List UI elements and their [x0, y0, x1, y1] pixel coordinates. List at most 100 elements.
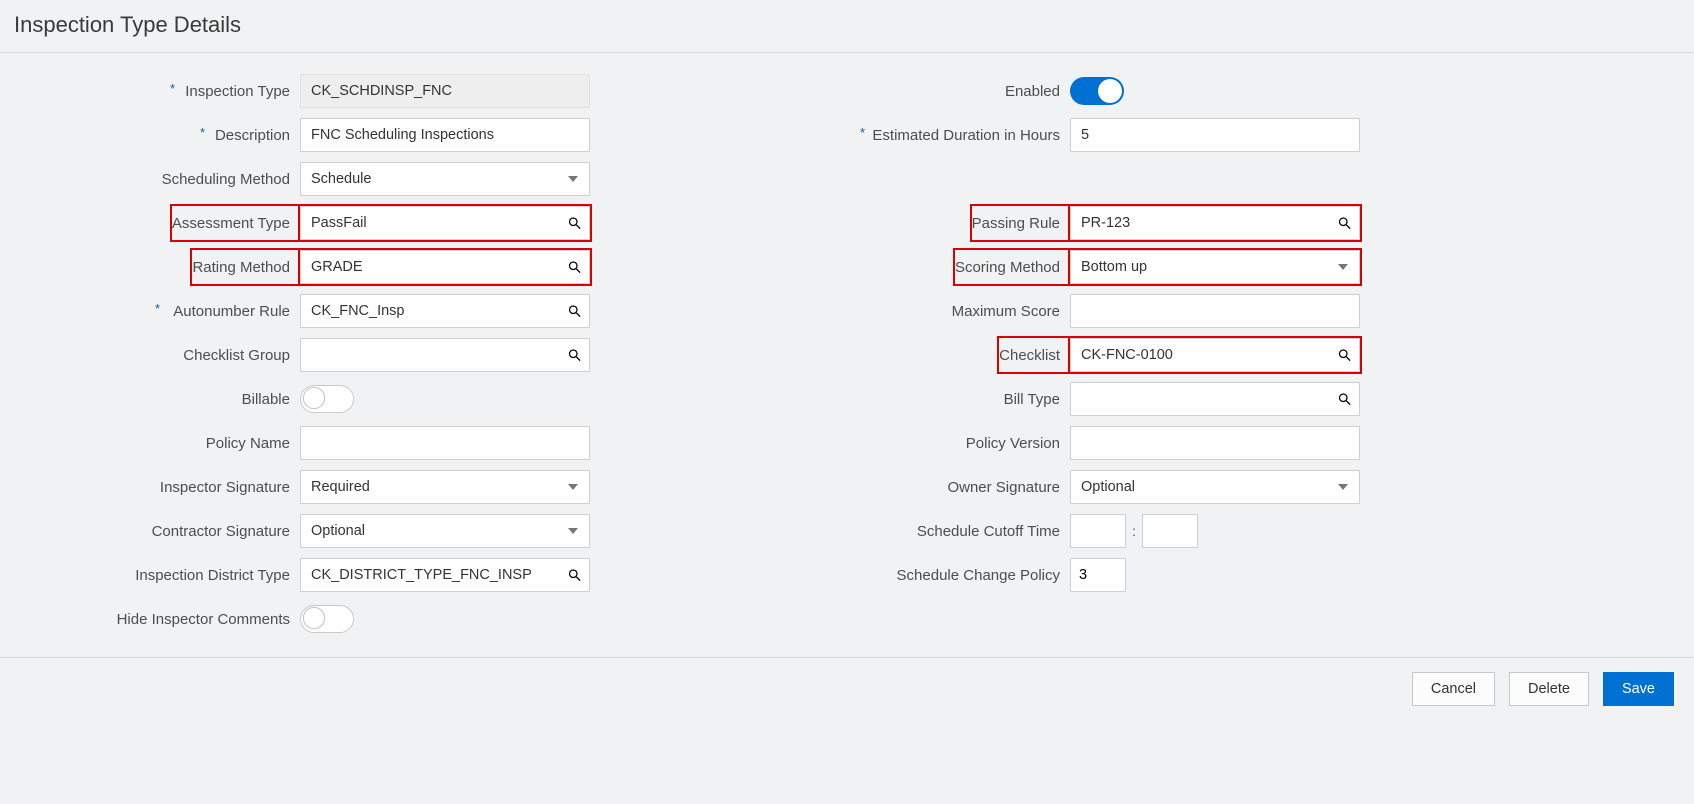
label-assessment-type: Assessment Type	[172, 215, 290, 232]
schedule-cutoff-mm-input[interactable]	[1142, 514, 1198, 548]
scoring-method-select[interactable]	[1070, 250, 1360, 284]
label-policy-name: Policy Name	[60, 435, 300, 452]
save-button[interactable]: Save	[1603, 672, 1674, 706]
field-rating-method	[300, 250, 590, 284]
row-inspector-signature: Inspector Signature	[60, 469, 590, 505]
row-maximum-score: Maximum Score	[830, 293, 1360, 329]
assessment-type-input[interactable]	[300, 206, 590, 240]
contractor-signature-select[interactable]	[300, 514, 590, 548]
row-owner-signature: Owner Signature	[830, 469, 1360, 505]
caret-down-icon[interactable]	[1338, 484, 1348, 490]
row-estimated-duration: Estimated Duration in Hours	[830, 117, 1360, 153]
bill-type-input[interactable]	[1070, 382, 1360, 416]
field-autonumber-rule	[300, 294, 590, 328]
billable-toggle[interactable]	[300, 385, 354, 413]
scheduling-method-select[interactable]	[300, 162, 590, 196]
field-description	[300, 118, 590, 152]
search-icon[interactable]	[567, 260, 582, 275]
row-description: Description	[60, 117, 590, 153]
search-icon[interactable]	[567, 348, 582, 363]
rating-method-input[interactable]	[300, 250, 590, 284]
checklist-input[interactable]	[1070, 338, 1360, 372]
label-passing-rule: Passing Rule	[972, 215, 1060, 232]
row-enabled: Enabled	[830, 73, 1360, 109]
caret-down-icon[interactable]	[568, 484, 578, 490]
schedule-cutoff-hh-input[interactable]	[1070, 514, 1126, 548]
label-schedule-cutoff-time: Schedule Cutoff Time	[830, 523, 1070, 540]
inspector-signature-select[interactable]	[300, 470, 590, 504]
field-policy-name	[300, 426, 590, 460]
policy-name-input[interactable]	[300, 426, 590, 460]
passing-rule-input[interactable]	[1070, 206, 1360, 240]
label-autonumber-rule: Autonumber Rule	[60, 303, 300, 320]
row-policy-version: Policy Version	[830, 425, 1360, 461]
field-checklist	[1070, 338, 1360, 372]
search-icon[interactable]	[567, 304, 582, 319]
row-bill-type: Bill Type	[830, 381, 1360, 417]
estimated-duration-input[interactable]	[1070, 118, 1360, 152]
description-input[interactable]	[300, 118, 590, 152]
schedule-change-policy-input[interactable]	[1070, 558, 1126, 592]
field-passing-rule	[1070, 206, 1360, 240]
field-hide-inspector-comments	[300, 605, 590, 633]
label-billable: Billable	[60, 391, 300, 408]
field-contractor-signature	[300, 514, 590, 548]
row-scheduling-method: Scheduling Method	[60, 161, 590, 197]
label-enabled: Enabled	[830, 83, 1070, 100]
search-icon[interactable]	[1337, 348, 1352, 363]
maximum-score-input[interactable]	[1070, 294, 1360, 328]
policy-version-input[interactable]	[1070, 426, 1360, 460]
cancel-button[interactable]: Cancel	[1412, 672, 1495, 706]
left-column: Inspection Type CK_SCHDINSP_FNC Descript…	[60, 73, 590, 637]
row-schedule-change-policy: Schedule Change Policy	[830, 557, 1360, 593]
row-policy-name: Policy Name	[60, 425, 590, 461]
label-schedule-change-policy: Schedule Change Policy	[830, 567, 1070, 584]
label-policy-version: Policy Version	[830, 435, 1070, 452]
search-icon[interactable]	[1337, 392, 1352, 407]
label-scheduling-method: Scheduling Method	[60, 171, 300, 188]
autonumber-rule-input[interactable]	[300, 294, 590, 328]
field-bill-type	[1070, 382, 1360, 416]
row-billable: Billable	[60, 381, 590, 417]
row-scoring-method: Scoring Method	[830, 249, 1360, 285]
caret-down-icon[interactable]	[1338, 264, 1348, 270]
time-separator: :	[1132, 523, 1136, 539]
field-checklist-group	[300, 338, 590, 372]
delete-button[interactable]: Delete	[1509, 672, 1589, 706]
field-billable	[300, 385, 590, 413]
field-assessment-type	[300, 206, 590, 240]
inspection-type-value: CK_SCHDINSP_FNC	[300, 74, 590, 108]
label-bill-type: Bill Type	[830, 391, 1070, 408]
owner-signature-select[interactable]	[1070, 470, 1360, 504]
label-checklist: Checklist	[999, 347, 1060, 364]
caret-down-icon[interactable]	[568, 176, 578, 182]
label-contractor-signature: Contractor Signature	[60, 523, 300, 540]
search-icon[interactable]	[567, 568, 582, 583]
field-schedule-change-policy	[1070, 558, 1360, 592]
enabled-toggle[interactable]	[1070, 77, 1124, 105]
label-estimated-duration: Estimated Duration in Hours	[830, 127, 1070, 144]
caret-down-icon[interactable]	[568, 528, 578, 534]
field-inspection-type: CK_SCHDINSP_FNC	[300, 74, 590, 108]
row-rating-method: Rating Method	[60, 249, 590, 285]
field-inspector-signature	[300, 470, 590, 504]
label-checklist-group: Checklist Group	[60, 347, 300, 364]
search-icon[interactable]	[1337, 216, 1352, 231]
hide-inspector-comments-toggle[interactable]	[300, 605, 354, 633]
row-hide-inspector-comments: Hide Inspector Comments	[60, 601, 590, 637]
page-header: Inspection Type Details	[0, 0, 1694, 53]
field-owner-signature	[1070, 470, 1360, 504]
label-owner-signature: Owner Signature	[830, 479, 1070, 496]
inspection-district-type-input[interactable]	[300, 558, 590, 592]
row-inspection-district-type: Inspection District Type	[60, 557, 590, 593]
row-contractor-signature: Contractor Signature	[60, 513, 590, 549]
checklist-group-input[interactable]	[300, 338, 590, 372]
label-inspector-signature: Inspector Signature	[60, 479, 300, 496]
field-maximum-score	[1070, 294, 1360, 328]
search-icon[interactable]	[567, 216, 582, 231]
footer: Cancel Delete Save	[0, 657, 1694, 720]
label-scoring-method: Scoring Method	[955, 259, 1060, 276]
label-rating-method: Rating Method	[192, 259, 290, 276]
row-checklist-group: Checklist Group	[60, 337, 590, 373]
field-policy-version	[1070, 426, 1360, 460]
